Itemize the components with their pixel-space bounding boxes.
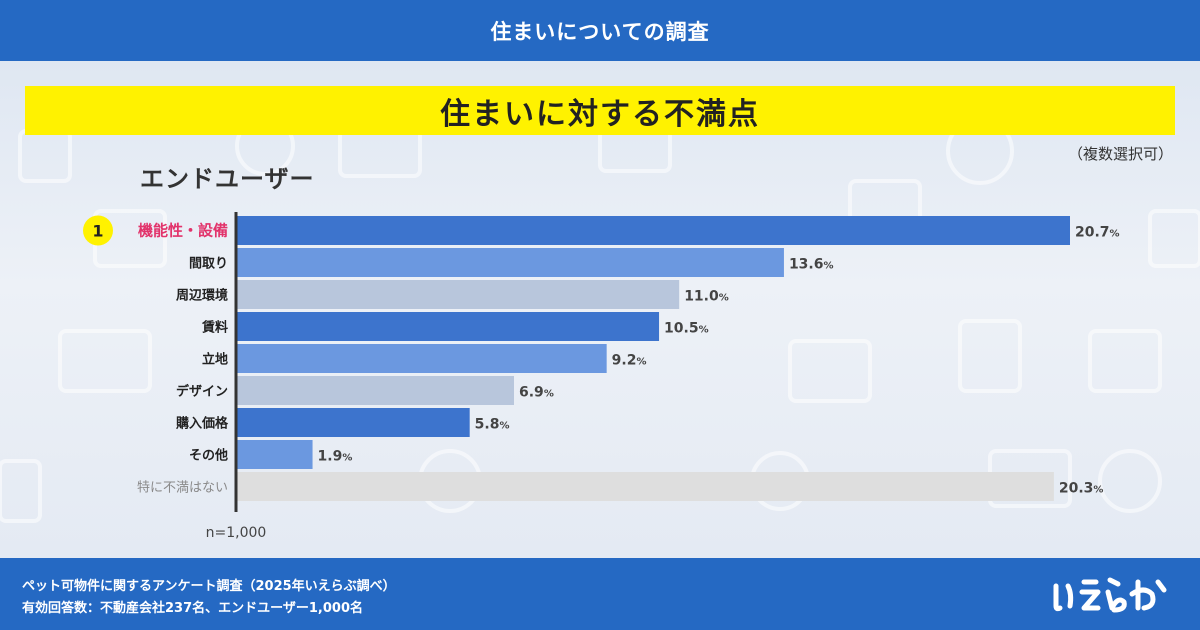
bar-0 (236, 216, 1070, 245)
value-label-3: 10.5% (664, 321, 709, 337)
category-label-8: 特に不満はない (137, 481, 228, 496)
bar-1 (236, 248, 784, 277)
value-label-7: 1.9% (318, 449, 353, 465)
chart-title: 住まいに対する不満点 (440, 96, 760, 132)
value-label-5: 6.9% (519, 385, 554, 401)
category-label-7: その他 (189, 448, 228, 464)
bar-7 (236, 440, 313, 469)
respondent-group-title: エンドユーザー (140, 165, 315, 193)
bar-6 (236, 408, 470, 437)
footer-bar: ペット可物件に関するアンケート調査（2025年いえらぶ調べ） 有効回答数：不動産… (0, 558, 1200, 630)
ierabu-logo-icon (1053, 577, 1167, 613)
value-label-6: 5.8% (475, 417, 510, 433)
bar-chart: 機能性・設備 20.7% 1 間取り 13.6% 周辺環境 11.0% 賃料 10.5% 立地 9.… (83, 212, 1120, 541)
category-label-2: 周辺環境 (176, 288, 228, 304)
multiple-choice-note: （複数選択可） (1067, 145, 1173, 163)
value-label-1: 13.6% (789, 257, 834, 273)
value-label-0: 20.7% (1075, 225, 1120, 241)
sample-size-label: n=1,000 (206, 525, 267, 541)
chart-title-banner: 住まいに対する不満点 (25, 86, 1175, 135)
rank-badge-circle (83, 215, 113, 246)
category-label-1: 間取り (189, 257, 228, 272)
category-label-6: 購入価格 (175, 416, 229, 432)
response-count: 有効回答数：不動産会社237名、エンドユーザー1,000名 (22, 601, 363, 616)
category-label-5: デザイン (176, 384, 228, 400)
survey-source: ペット可物件に関するアンケート調査（2025年いえらぶ調べ） (22, 579, 396, 594)
category-label-0: 機能性・設備 (138, 222, 228, 240)
rank-badge-label: 1 (92, 222, 103, 241)
bar-8 (236, 472, 1054, 501)
header-bar: 住まいについての調査 (0, 0, 1200, 61)
header-title: 住まいについての調査 (490, 19, 710, 44)
category-label-3: 賃料 (201, 320, 228, 336)
value-label-2: 11.0% (684, 289, 729, 305)
value-label-8: 20.3% (1059, 481, 1104, 497)
category-label-4: 立地 (202, 352, 228, 368)
bar-2 (236, 280, 680, 309)
bar-5 (236, 376, 514, 405)
bar-4 (236, 344, 607, 373)
value-label-4: 9.2% (612, 353, 647, 369)
bar-3 (236, 312, 660, 341)
